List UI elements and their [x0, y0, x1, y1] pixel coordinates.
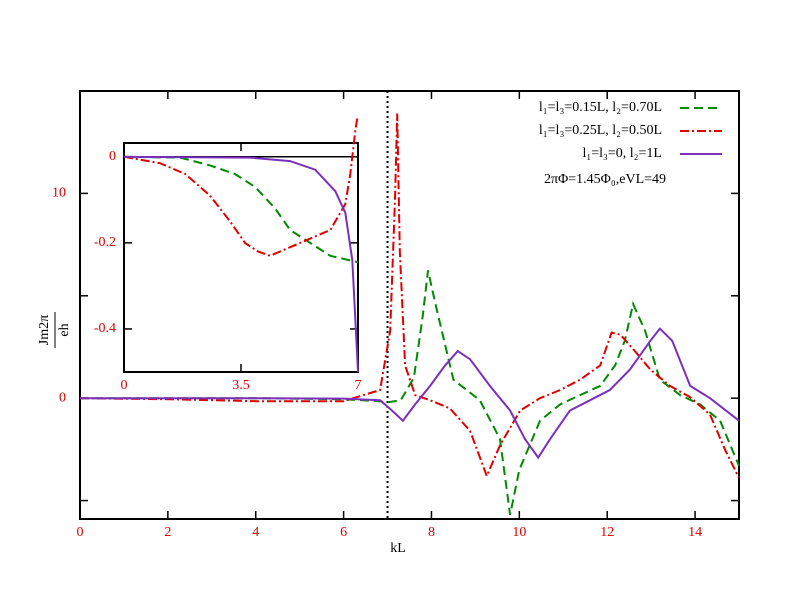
x-tick-label: 7: [355, 378, 362, 393]
x-tick-label: 14: [688, 525, 702, 540]
y-label-numerator: Jm2π: [37, 315, 52, 345]
y-tick-label: 0: [59, 390, 66, 405]
y-tick-label: -0.2: [94, 235, 116, 250]
x-tick-label: 0: [77, 525, 84, 540]
x-tick-label: 3.5: [232, 378, 250, 393]
x-tick-label: 12: [600, 525, 614, 540]
x-tick-label: 4: [252, 525, 259, 540]
x-tick-label: 2: [164, 525, 171, 540]
series-line: [123, 155, 359, 264]
plot-frame: [123, 142, 359, 373]
x-tick-label: 6: [340, 525, 347, 540]
y-tick-label: 10: [52, 186, 66, 201]
series-line: [80, 270, 740, 516]
plot-frame: [79, 90, 740, 520]
y-tick-label: 0: [109, 149, 116, 164]
y-tick-label: -0.4: [94, 321, 116, 336]
legend-label: l₁=l₃=0.15L, l₂=0.70L: [539, 100, 662, 115]
y-label-denominator: eh: [57, 323, 72, 336]
x-tick-label: 0: [121, 378, 128, 393]
series-line: [79, 113, 740, 479]
series-line: [80, 327, 740, 460]
x-axis-label: kL: [390, 541, 406, 556]
y-axis-label: Jm2π eh: [37, 312, 72, 348]
series-line: [123, 155, 359, 373]
x-tick-label: 10: [512, 525, 526, 540]
legend-label: l₁=l₃=0.25L, l₂=0.50L: [539, 123, 662, 138]
annotation: 2πΦ=1.45Φ₀,eVL=49: [544, 172, 666, 187]
x-tick-label: 8: [428, 525, 435, 540]
series-line: [123, 117, 359, 257]
legend-label: l₁=l₃=0, l₂=1L: [582, 146, 662, 161]
